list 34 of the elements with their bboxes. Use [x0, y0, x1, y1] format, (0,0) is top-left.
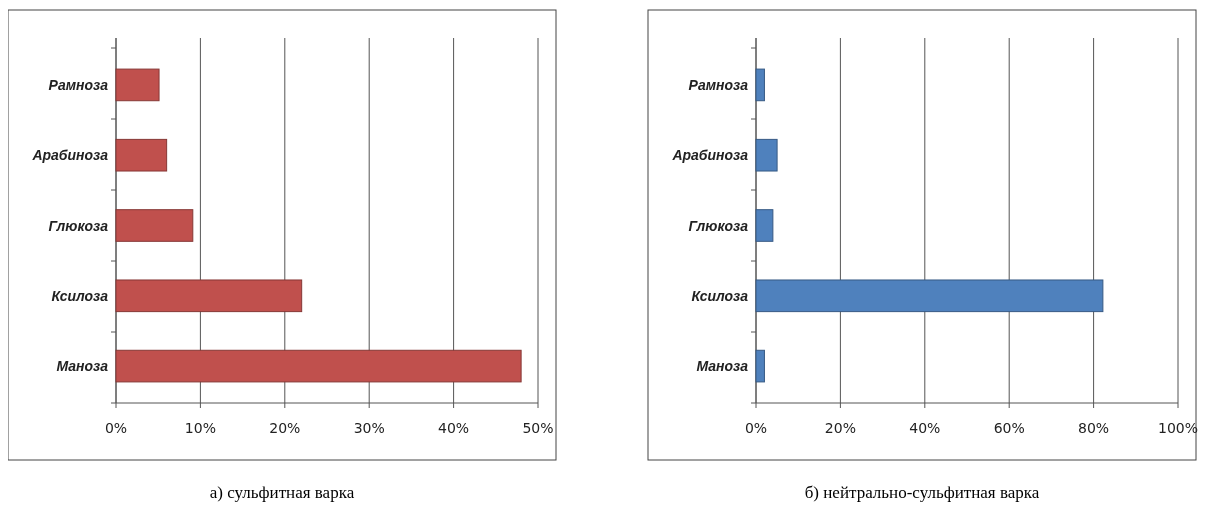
y-tick-label: Глюкоза — [48, 217, 109, 234]
x-tick-label: 20% — [269, 420, 301, 436]
x-tick-label: 10% — [184, 420, 216, 436]
bar — [755, 209, 774, 242]
x-tick-label: 80% — [1078, 420, 1110, 436]
x-tick-label: 50% — [522, 420, 554, 436]
x-tick-label: 60% — [993, 420, 1025, 436]
bar — [755, 68, 765, 102]
x-tick-label: 100% — [1157, 420, 1199, 436]
y-tick-label: Ксилоза — [691, 287, 749, 304]
x-tick-label: 40% — [909, 420, 941, 436]
y-tick-label: Глюкоза — [688, 217, 749, 234]
bar — [115, 138, 168, 172]
bar — [115, 349, 522, 383]
y-tick-label: Ксилоза — [51, 287, 109, 304]
y-tick-label: Арабиноза — [31, 147, 109, 164]
x-tick-label: 30% — [353, 420, 385, 436]
text: б) нейтрально-сульфитная варка — [804, 483, 1040, 502]
y-tick-label: Маноза — [696, 358, 749, 375]
bar — [115, 209, 194, 242]
x-tick-label: 0% — [744, 420, 768, 436]
bar — [755, 349, 765, 383]
x-tick-label: 40% — [438, 420, 470, 436]
y-tick-label: Рамноза — [48, 76, 109, 93]
bar — [115, 279, 303, 313]
bar — [755, 138, 778, 172]
bar — [115, 68, 160, 102]
y-tick-label: Маноза — [56, 358, 109, 375]
y-tick-label: Рамноза — [688, 76, 749, 93]
x-tick-label: 0% — [104, 420, 128, 436]
y-tick-label: Арабиноза — [671, 147, 749, 164]
x-tick-label: 20% — [824, 420, 856, 436]
bar — [755, 279, 1104, 313]
text: а) сульфитная варка — [209, 483, 355, 502]
